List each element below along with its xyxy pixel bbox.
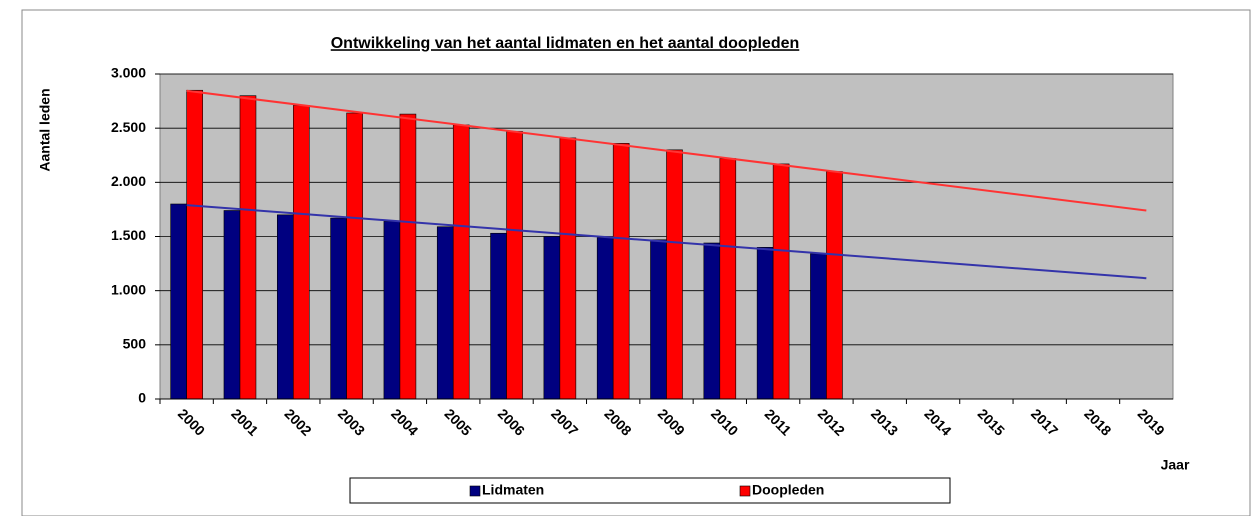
- bar: [346, 112, 363, 400]
- y-tick-label: 1.000: [111, 281, 146, 297]
- bar: [506, 131, 523, 400]
- trend-line: [186, 89, 1147, 212]
- bar: [170, 203, 187, 400]
- bar: [399, 113, 417, 400]
- y-tick-label: 3.000: [111, 65, 146, 81]
- bar: [650, 239, 667, 400]
- bar: [436, 226, 454, 400]
- bar: [772, 163, 790, 400]
- bar: [596, 237, 614, 400]
- legend-label: Doopleden: [752, 482, 824, 498]
- bar: [612, 143, 630, 400]
- y-axis-title: Aantal leden: [37, 88, 53, 171]
- y-tick-label: 2.500: [111, 119, 146, 135]
- y-tick-label: 500: [123, 336, 147, 352]
- legend-label: Lidmaten: [482, 482, 544, 498]
- legend-swatch: [739, 485, 751, 497]
- bar: [223, 210, 241, 400]
- y-tick-label: 0: [138, 390, 146, 406]
- y-tick-label: 2.000: [111, 173, 146, 189]
- bar: [276, 214, 294, 400]
- chart-title: Ontwikkeling van het aantal lidmaten en …: [331, 35, 800, 52]
- bar: [810, 253, 827, 400]
- legend-box: [349, 477, 951, 504]
- bar: [383, 221, 401, 400]
- bar: [452, 124, 470, 400]
- bar: [559, 137, 577, 400]
- x-axis-title: Jaar: [1161, 457, 1190, 473]
- legend-swatch: [469, 485, 481, 497]
- trend-line: [186, 204, 1147, 280]
- bar: [239, 95, 257, 400]
- bar: [186, 89, 203, 400]
- bar: [666, 149, 683, 400]
- bar: [719, 158, 737, 400]
- y-tick-label: 1.500: [111, 227, 146, 243]
- bar: [543, 236, 561, 400]
- bar: [330, 217, 347, 400]
- bar: [826, 171, 843, 400]
- bar: [756, 247, 774, 400]
- bar: [490, 232, 507, 400]
- bar: [703, 242, 721, 400]
- bar: [292, 105, 310, 400]
